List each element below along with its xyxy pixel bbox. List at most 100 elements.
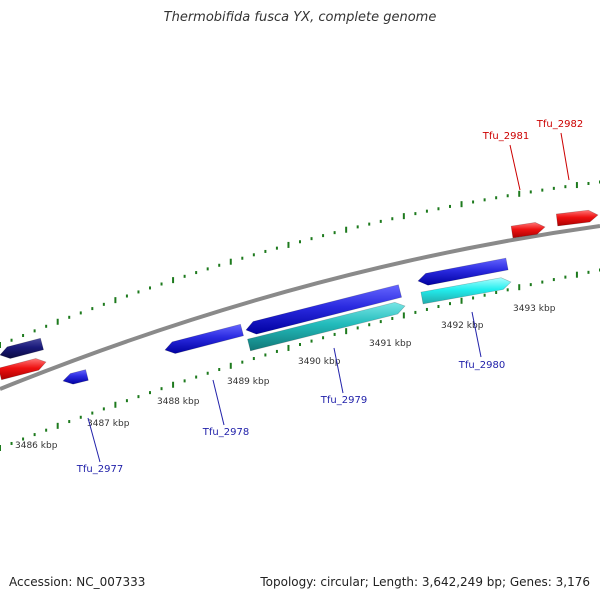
scale-tick-outer: [414, 212, 417, 216]
scale-tick-outer: [529, 190, 532, 194]
scale-tick-outer: [79, 311, 82, 315]
scale-tick-inner: [229, 362, 232, 369]
scale-tick-inner: [414, 310, 417, 314]
scale-tick-inner: [299, 343, 301, 346]
scale-tick-outer: [425, 209, 428, 213]
scale-tick-inner: [0, 445, 1, 451]
scale-tick-outer: [172, 277, 175, 284]
scale-tick-outer: [575, 182, 578, 189]
scale-tick-inner: [483, 293, 486, 297]
gene-label-leader: [333, 347, 344, 394]
scale-tick-inner: [322, 336, 325, 340]
scale-tick-inner: [183, 379, 186, 383]
gene-arrow-reverse: [417, 257, 509, 286]
scale-tick-inner: [45, 428, 48, 432]
scale-tick-outer: [460, 201, 463, 208]
scale-tick-outer: [195, 271, 198, 275]
gene-label-leader: [87, 417, 101, 463]
scale-tick-inner: [472, 296, 475, 300]
scale-tick-outer: [449, 204, 451, 208]
scale-tick-outer: [125, 294, 128, 298]
scale-tick-outer: [506, 194, 509, 198]
gene-arrow-forward: [0, 358, 47, 381]
gene-arrow-reverse: [245, 284, 402, 335]
scale-tick-outer: [518, 190, 521, 197]
scale-tick-inner: [218, 368, 221, 372]
scale-tick-outer: [345, 226, 348, 233]
scale-tick-outer: [0, 342, 1, 348]
scale-tick-inner: [425, 307, 428, 311]
scale-tick-inner: [506, 288, 509, 292]
scale-label-kbp: 3488 kbp: [157, 397, 200, 407]
gene-arrow-forward: [510, 222, 546, 239]
gene-label-leader: [212, 379, 225, 426]
scale-tick-outer: [33, 329, 36, 333]
gene-arrow-forward: [555, 209, 599, 227]
scale-tick-inner: [368, 323, 371, 327]
scale-tick-outer: [91, 307, 94, 311]
scale-tick-outer: [402, 213, 405, 220]
scale-tick-inner: [310, 339, 313, 343]
scale-label-kbp: 3493 kbp: [513, 304, 556, 314]
scale-tick-outer: [241, 256, 244, 260]
scale-tick-outer: [10, 338, 13, 342]
map-title: Thermobifida fusca YX, complete genome: [163, 10, 437, 25]
scale-tick-inner: [460, 297, 463, 304]
scale-tick-inner: [529, 283, 532, 287]
scale-tick-inner: [275, 349, 278, 353]
scale-tick-inner: [449, 302, 451, 306]
scale-tick-outer: [564, 185, 567, 189]
scale-tick-outer: [552, 186, 555, 190]
scale-tick-outer: [437, 207, 440, 211]
scale-label-kbp: 3489 kbp: [227, 377, 270, 387]
scale-tick-outer: [229, 258, 232, 265]
scale-label-kbp: 3492 kbp: [441, 321, 484, 331]
scale-tick-outer: [56, 318, 59, 325]
gene-label-leader: [509, 144, 521, 191]
scale-tick-outer: [114, 297, 117, 304]
scale-tick-inner: [33, 433, 36, 437]
gene-label: Tfu_2977: [76, 464, 123, 475]
gene-label-leader: [471, 311, 482, 358]
scale-tick-inner: [564, 275, 567, 279]
scale-tick-inner: [125, 399, 128, 403]
scale-tick-outer: [587, 181, 590, 185]
gene-arrow-reverse: [0, 337, 44, 359]
scale-tick-inner: [10, 441, 13, 445]
scale-tick-outer: [160, 282, 163, 286]
scale-tick-inner: [114, 401, 117, 408]
scale-tick-outer: [45, 324, 48, 328]
scale-tick-outer: [368, 222, 371, 226]
scale-tick-inner: [68, 420, 71, 424]
gene-label: Tfu_2978: [202, 427, 249, 438]
gene-arrow-reverse: [62, 369, 89, 385]
scale-tick-inner: [264, 353, 267, 357]
scale-tick-inner: [206, 371, 209, 375]
scale-label-kbp: 3486 kbp: [15, 441, 58, 451]
gene-label: Tfu_2981: [482, 131, 529, 142]
gene-label: Tfu_2979: [320, 395, 367, 406]
scale-tick-inner: [137, 395, 140, 399]
scale-tick-outer: [472, 200, 475, 204]
scale-tick-inner: [160, 387, 163, 391]
scale-tick-outer: [218, 263, 221, 267]
scale-tick-outer: [264, 249, 267, 253]
scale-tick-inner: [495, 291, 498, 295]
scale-tick-inner: [552, 278, 555, 282]
scale-tick-outer: [299, 240, 301, 244]
gene-label: Tfu_2982: [536, 119, 583, 130]
scale-tick-inner: [102, 407, 105, 411]
scale-tick-outer: [483, 198, 486, 202]
scale-tick-outer: [102, 302, 105, 306]
scale-tick-inner: [345, 328, 348, 335]
scale-tick-inner: [22, 437, 25, 441]
scale-tick-outer: [149, 286, 151, 290]
cds-bar: [420, 277, 512, 305]
scale-tick-inner: [56, 422, 59, 429]
scale-tick-inner: [402, 312, 405, 319]
scale-tick-inner: [575, 271, 578, 278]
scale-tick-outer: [137, 290, 140, 294]
cds-bar: [247, 302, 406, 352]
scale-tick-inner: [287, 344, 290, 351]
scale-tick-inner: [587, 270, 590, 274]
